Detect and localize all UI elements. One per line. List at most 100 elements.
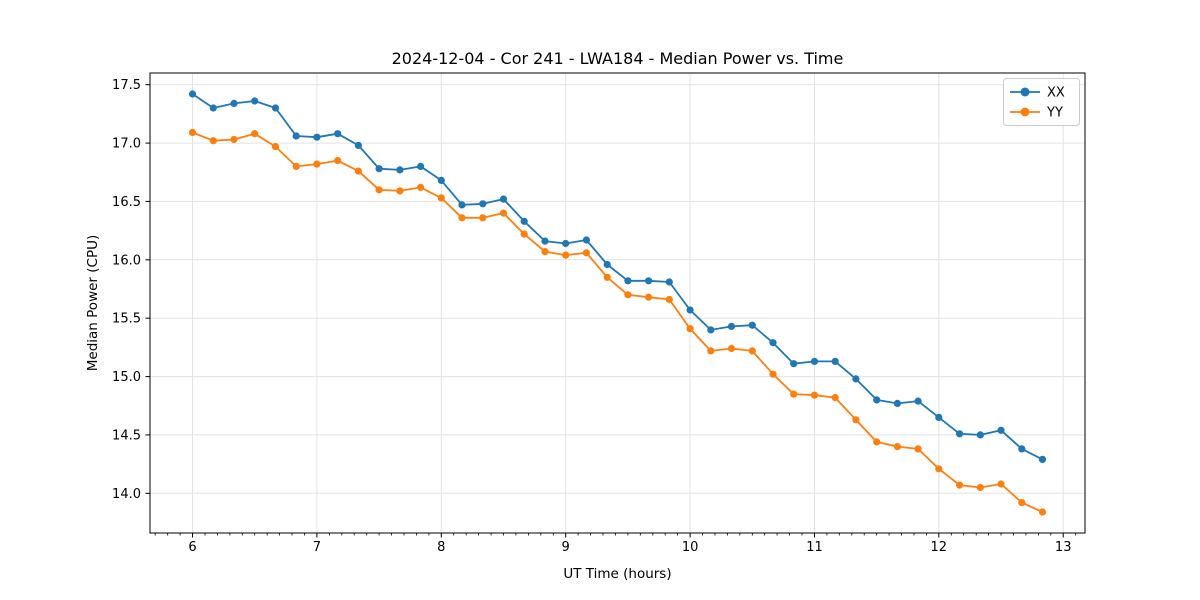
x-tick-label: 8 <box>437 540 445 555</box>
y-axis: 14.0 14.5 15.0 15.5 16.0 16.5 17.0 17.5 <box>112 78 150 502</box>
data-point <box>873 396 881 404</box>
data-point <box>997 426 1005 434</box>
data-point <box>499 195 508 203</box>
data-point <box>831 357 839 365</box>
data-point <box>873 438 881 446</box>
data-point <box>230 99 238 107</box>
y-tick-label: 16.0 <box>112 253 141 268</box>
series-yy <box>188 128 1047 516</box>
data-point <box>852 375 860 383</box>
data-point <box>893 399 902 407</box>
data-point <box>458 214 466 222</box>
data-point <box>935 465 943 473</box>
data-point <box>1038 508 1047 516</box>
data-point <box>624 277 632 285</box>
data-point <box>686 306 694 314</box>
y-tick-label: 14.5 <box>112 428 141 443</box>
data-point <box>707 347 715 355</box>
data-point <box>437 194 445 202</box>
data-point <box>334 157 342 165</box>
data-point <box>582 236 591 244</box>
legend-label: XX <box>1047 86 1065 101</box>
y-tick-label: 16.5 <box>112 195 141 210</box>
x-tick-label: 11 <box>806 540 823 555</box>
x-tick-label: 10 <box>682 540 699 555</box>
data-point <box>1038 455 1047 463</box>
data-point <box>727 322 736 330</box>
data-point <box>914 445 922 453</box>
legend-label: YY <box>1046 106 1063 121</box>
legend: XX YY <box>1003 78 1080 126</box>
data-point <box>769 339 777 347</box>
data-point <box>251 97 259 105</box>
data-point <box>209 104 217 112</box>
data-point <box>520 217 528 225</box>
data-point <box>375 186 383 194</box>
data-point <box>562 239 570 248</box>
data-point <box>188 90 197 98</box>
legend-marker <box>1020 87 1030 97</box>
legend-box <box>1003 78 1080 126</box>
data-point <box>1018 445 1026 453</box>
data-point <box>437 176 445 184</box>
data-point <box>334 130 342 138</box>
data-point <box>396 166 404 174</box>
data-point <box>520 230 528 238</box>
data-point <box>1018 499 1026 507</box>
data-point <box>790 390 798 398</box>
grid <box>150 73 1085 533</box>
data-point <box>645 277 653 285</box>
y-tick-label: 15.5 <box>112 312 141 327</box>
data-point <box>188 128 197 137</box>
data-point <box>665 295 673 304</box>
data-point <box>417 162 425 170</box>
data-point <box>790 360 798 368</box>
data-point <box>956 481 964 489</box>
y-tick-label: 17.5 <box>112 78 141 93</box>
x-tick-label: 9 <box>562 540 570 555</box>
x-tick-label: 13 <box>1055 540 1072 555</box>
data-point <box>707 326 715 334</box>
data-point <box>810 391 819 399</box>
data-point <box>645 293 653 301</box>
y-tick-label: 15.0 <box>112 370 141 385</box>
chart-title: 2024-12-04 - Cor 241 - LWA184 - Median P… <box>392 49 844 68</box>
data-point <box>458 201 466 209</box>
data-point <box>852 416 860 424</box>
data-point <box>727 344 736 353</box>
data-point <box>665 278 673 286</box>
data-point <box>603 273 611 281</box>
y-axis-label: Median Power (CPU) <box>85 235 101 371</box>
data-point <box>292 162 300 170</box>
data-point <box>562 251 570 259</box>
data-point <box>810 357 819 365</box>
x-tick-label: 12 <box>931 540 948 555</box>
data-point <box>541 248 549 256</box>
x-tick-label: 7 <box>313 540 321 555</box>
series-xx <box>188 90 1047 463</box>
data-point <box>375 165 383 173</box>
data-point <box>769 370 777 378</box>
data-point <box>499 209 508 217</box>
data-point <box>251 130 259 138</box>
data-point <box>396 187 404 195</box>
legend-entry-yy: YY <box>1010 106 1063 121</box>
data-point <box>956 430 964 438</box>
data-point <box>893 443 902 451</box>
data-point <box>976 431 984 439</box>
data-point <box>313 160 321 168</box>
data-point <box>271 104 280 112</box>
legend-marker <box>1020 107 1030 117</box>
data-point <box>479 200 487 208</box>
data-point <box>209 137 217 145</box>
plot-border <box>149 72 1086 534</box>
legend-entry-xx: XX <box>1010 86 1065 101</box>
data-point <box>313 133 321 141</box>
data-point <box>417 183 425 191</box>
data-point <box>686 325 694 333</box>
data-point <box>292 132 300 140</box>
x-axis: 6 7 8 9 10 11 12 13 <box>154 533 1077 555</box>
data-point <box>935 413 943 421</box>
data-point <box>914 397 922 405</box>
